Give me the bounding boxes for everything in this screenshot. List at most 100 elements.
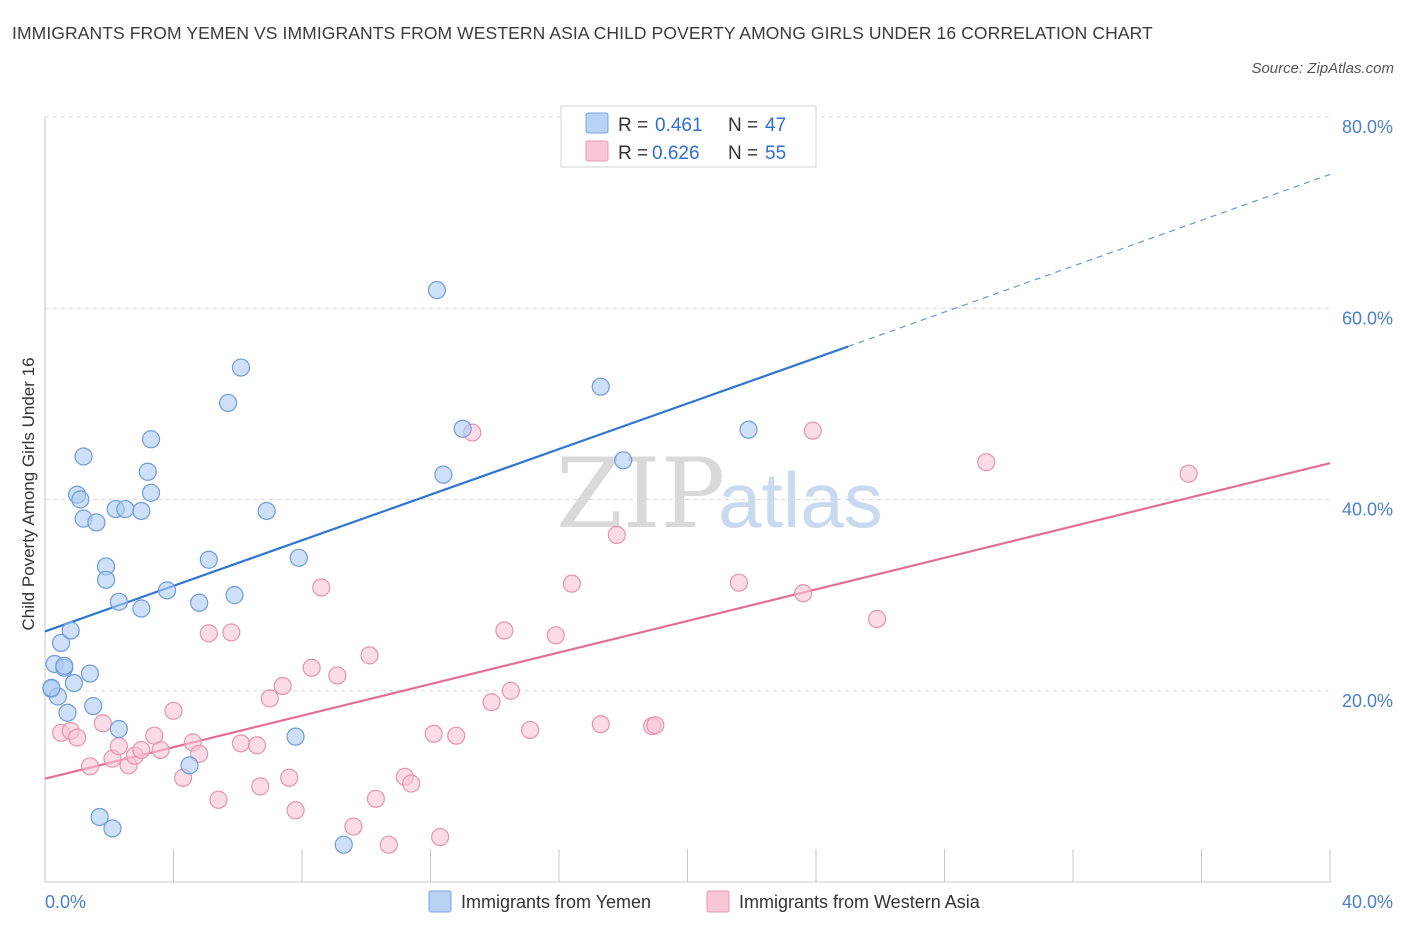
yemen-point <box>90 807 109 827</box>
yemen-point <box>132 501 151 521</box>
western-asia-point <box>164 701 183 720</box>
stats-legend: R = 0.461 N = 47 R = 0.626 N = 55 <box>560 105 817 168</box>
western-asia-point <box>344 817 363 836</box>
western-asia-point <box>402 774 421 793</box>
western-asia-point <box>803 421 822 440</box>
western-asia-point <box>591 715 610 734</box>
yemen-point <box>58 703 77 722</box>
western-asia-point <box>607 525 626 544</box>
bottom-legend-label-yemen: Immigrants from Yemen <box>461 892 651 912</box>
x-tick-label: 40.0% <box>1342 892 1393 912</box>
yemen-point <box>289 548 308 567</box>
western-asia-point <box>424 724 443 743</box>
yemen-point <box>219 393 238 413</box>
yemen-point <box>64 673 84 693</box>
western-asia-point <box>501 681 520 700</box>
western-asia-point <box>431 827 450 847</box>
yemen-point <box>739 420 758 439</box>
western-asia-trend-line <box>44 462 1331 780</box>
bottom-legend-label-western-asia: Immigrants from Western Asia <box>739 892 981 912</box>
yemen-point <box>157 581 177 600</box>
yemen-point <box>257 501 276 521</box>
yemen-point <box>453 419 472 438</box>
chart-title: IMMIGRANTS FROM YEMEN VS IMMIGRANTS FROM… <box>12 23 1153 43</box>
source-label: Source: ZipAtlas.com <box>1251 60 1394 77</box>
western-asia-point <box>209 790 228 809</box>
yemen-point <box>199 550 218 569</box>
western-asia-point <box>286 801 305 820</box>
yemen-point <box>51 633 71 653</box>
yemen-point <box>190 593 209 612</box>
legend-r-label-yemen: R = <box>618 115 648 136</box>
western-asia-point <box>646 716 665 735</box>
yemen-point <box>87 513 106 532</box>
western-asia-point <box>132 740 151 760</box>
legend-r-value-yemen: 0.461 <box>655 115 703 136</box>
western-asia-point <box>222 623 241 642</box>
western-asia-point <box>867 609 887 629</box>
western-asia-point <box>312 578 331 597</box>
yemen-point <box>74 447 93 466</box>
yemen-point <box>141 483 161 502</box>
western-asia-point <box>247 736 267 755</box>
western-asia-point <box>109 737 128 756</box>
yemen-point <box>138 462 157 481</box>
western-asia-point <box>80 757 100 776</box>
western-asia-point <box>482 693 501 712</box>
western-asia-point <box>151 740 170 760</box>
y-tick-label: 80.0% <box>1342 117 1393 137</box>
legend-r-value-western-asia: 0.626 <box>652 143 700 164</box>
legend-n-value-western-asia: 55 <box>765 143 786 164</box>
western-asia-point <box>546 626 565 645</box>
axes <box>44 117 1331 883</box>
western-asia-point <box>379 835 398 854</box>
yemen-point <box>55 656 74 675</box>
legend-n-value-yemen: 47 <box>765 115 786 136</box>
y-tick-label: 20.0% <box>1342 691 1393 711</box>
western-asia-point <box>562 574 581 593</box>
legend-r-label-western-asia: R = <box>618 143 648 164</box>
legend-n-label-yemen: N = <box>728 115 758 136</box>
yemen-point <box>614 451 633 470</box>
yemen-point <box>231 358 251 377</box>
western-asia-point <box>68 728 87 747</box>
western-asia-point <box>280 768 299 787</box>
yemen-point <box>180 756 199 775</box>
y-tick-label: 60.0% <box>1342 308 1393 328</box>
western-asia-point <box>93 714 112 733</box>
yemen-point <box>96 570 116 589</box>
trend-lines <box>44 173 1331 780</box>
series-legend: Immigrants from Yemen Immigrants from We… <box>428 890 981 913</box>
western-asia-point <box>199 624 218 643</box>
yemen-point <box>71 490 90 509</box>
western-asia-point <box>231 734 251 753</box>
yemen-point <box>334 835 353 854</box>
watermark-zip: ZIP <box>556 438 725 550</box>
yemen-point <box>434 465 453 484</box>
western-asia-point <box>302 658 321 677</box>
data-points <box>42 280 1198 854</box>
yemen-point <box>591 377 610 396</box>
western-asia-point <box>273 676 292 696</box>
yemen-trend-line <box>44 345 849 633</box>
y-axis-title: Child Poverty Among Girls Under 16 <box>19 357 38 630</box>
y-tick-label: 40.0% <box>1342 500 1393 520</box>
western-asia-point <box>729 573 749 592</box>
yemen-point <box>42 678 61 697</box>
yemen-point <box>225 586 244 605</box>
yemen-point <box>116 499 135 519</box>
yemen-point <box>427 280 447 300</box>
yemen-trend-extension <box>847 173 1331 348</box>
western-asia-point <box>794 584 813 603</box>
western-asia-point <box>495 621 514 640</box>
legend-n-label-western-asia: N = <box>728 143 758 164</box>
bottom-legend-swatch-western-asia <box>706 890 730 913</box>
western-asia-point <box>328 666 347 685</box>
western-asia-point <box>360 646 379 665</box>
western-asia-point <box>520 720 540 740</box>
yemen-point <box>132 599 151 618</box>
western-asia-point <box>1179 464 1198 483</box>
western-asia-point <box>977 453 996 472</box>
yemen-point <box>141 430 161 449</box>
